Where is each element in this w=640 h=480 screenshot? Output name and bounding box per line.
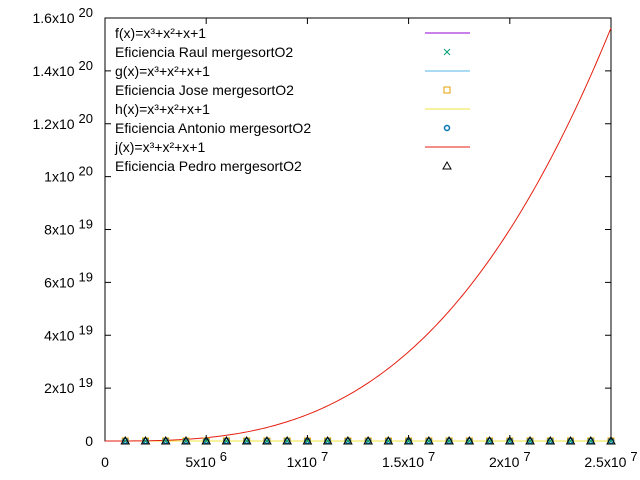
y-tick-label-mantissa: 2x10 [44,380,75,396]
data-point-series-7 [120,435,131,445]
x-tick-label: 2.5x10 7 [584,449,637,470]
series-points [120,435,616,445]
x-tick-label: 5x10 6 [185,449,227,470]
y-tick-label-exponent: 19 [79,269,93,284]
x-tick-label: 0 [101,454,109,470]
x-tick-label: 1.5x10 7 [382,449,435,470]
legend-label-4: h(x)=x³+x²+x+1 [115,101,210,117]
data-point-series-7 [181,435,191,445]
data-point-series-7 [302,435,313,445]
y-tick-label-mantissa: 1.4x10 [32,63,74,79]
data-point-series-7 [444,435,454,445]
y-tick-label-mantissa: 8x10 [44,222,75,238]
legend-label-5: Eficiencia Antonio mergesortO2 [115,120,311,136]
legend-marker-5 [443,124,451,132]
y-tick-label-mantissa: 1.2x10 [32,116,74,132]
y-tick-label: 0 [85,433,93,449]
y-tick-label: 2x10 19 [44,375,93,396]
data-point-series-7 [504,435,515,445]
data-point-series-7 [464,435,475,445]
x-tick-label-exponent: 7 [523,449,530,464]
legend: f(x)=x³+x²+x+1 Eficiencia Raul mergesortO… [114,25,470,174]
y-tick-label-exponent: 20 [79,5,93,20]
x-tick-label: 1x10 7 [287,449,329,470]
y-tick-label-mantissa: 6x10 [44,274,75,290]
data-point-series-7 [606,435,616,445]
legend-marker-7 [442,160,452,170]
y-tick-label: 1.6x10 20 [32,5,93,26]
x-tick-label-mantissa: 2.5x10 [584,454,626,470]
data-point-series-7 [282,435,293,445]
data-point-series-7 [363,435,373,445]
legend-label-3: Eficiencia Jose mergesortO2 [115,82,294,98]
legend-label-0: f(x)=x³+x²+x+1 [115,25,206,41]
x-tick-label-mantissa: 1x10 [287,454,318,470]
legend-marker-3 [443,86,451,94]
legend-label-6: j(x)=x³+x²+x+1 [114,139,205,155]
x-tick-label-mantissa: 1.5x10 [382,454,424,470]
data-point-series-7 [221,435,232,445]
x-tick-label-exponent: 6 [220,449,227,464]
y-tick-label: 1.4x10 20 [32,58,93,79]
data-point-series-7 [343,435,353,445]
data-point-series-7 [484,435,495,445]
data-point-series-7 [160,435,171,445]
data-point-series-7 [585,435,596,445]
y-tick-label: 1x10 20 [44,164,93,185]
y-tick-label-exponent: 19 [79,375,93,390]
x-tick-label: 2x10 7 [489,449,531,470]
data-point-series-7 [525,435,535,445]
data-point-series-7 [565,435,576,445]
y-tick-label-mantissa: 1x10 [44,169,75,185]
y-tick-label-exponent: 19 [79,217,93,232]
data-point-series-7 [322,435,333,445]
y-tick-label-mantissa: 0 [85,433,93,449]
data-point-series-7 [403,435,414,445]
y-tick-label: 1.2x10 20 [32,111,93,132]
data-point-series-7 [383,435,394,445]
data-point-series-7 [262,435,272,445]
legend-label-1: Eficiencia Raul mergesortO2 [115,44,293,60]
y-tick-label-exponent: 20 [79,111,93,126]
y-tick-label: 6x10 19 [44,269,93,290]
data-point-series-7 [423,435,434,445]
y-tick-label-exponent: 20 [79,164,93,179]
y-tick-label-exponent: 20 [79,58,93,73]
data-point-series-7 [140,435,151,445]
legend-label-2: g(x)=x³+x²+x+1 [115,63,210,79]
data-point-series-7 [545,435,556,445]
y-tick-label-exponent: 19 [79,322,93,337]
x-tick-label-exponent: 7 [428,449,435,464]
y-tick-label: 4x10 19 [44,322,93,343]
x-tick-label-mantissa: 2x10 [489,454,520,470]
legend-label-7: Eficiencia Pedro mergesortO2 [115,158,302,174]
data-point-series-7 [201,435,212,445]
data-point-series-7 [241,435,252,445]
x-tick-label-mantissa: 0 [101,454,109,470]
legend-marker-1 [443,48,451,56]
x-tick-label-exponent: 7 [630,449,637,464]
x-tick-label-mantissa: 5x10 [185,454,216,470]
y-tick-label-mantissa: 4x10 [44,327,75,343]
y-tick-label-mantissa: 1.6x10 [32,10,74,26]
y-tick-label: 8x10 19 [44,217,93,238]
x-tick-label-exponent: 7 [321,449,328,464]
